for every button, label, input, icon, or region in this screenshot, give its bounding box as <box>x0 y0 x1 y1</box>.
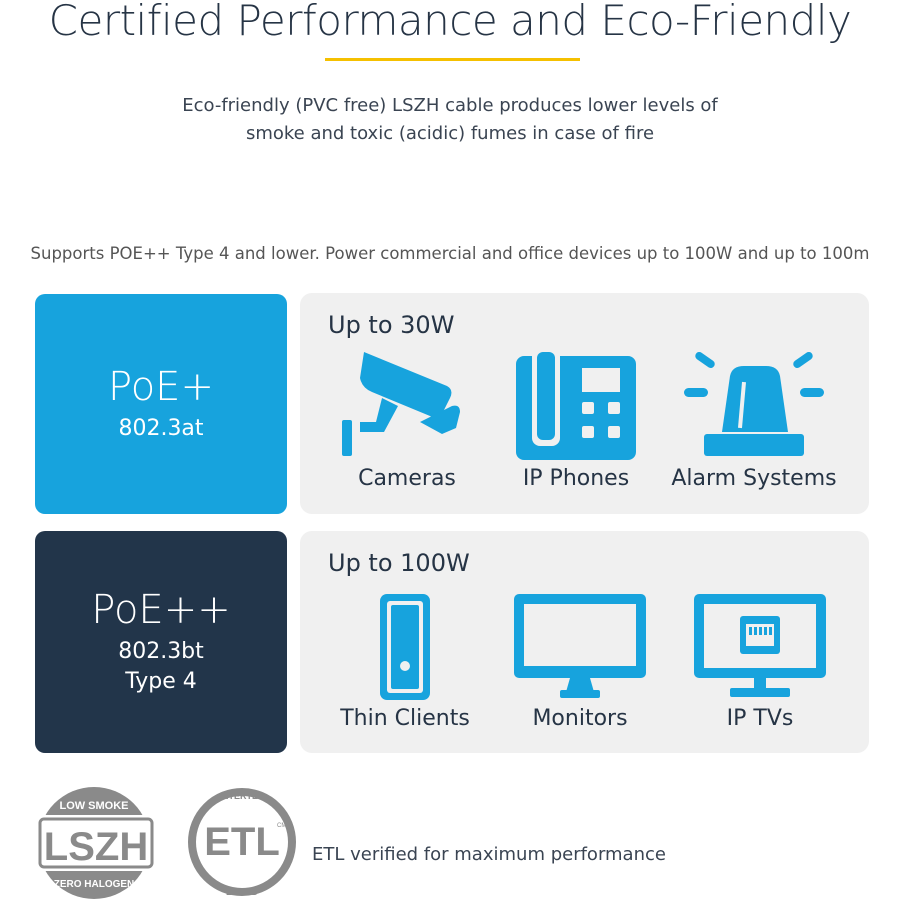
tier-type: Type 4 <box>125 669 197 694</box>
tier-name: PoE+ <box>108 364 214 410</box>
svg-text:LOW SMOKE: LOW SMOKE <box>59 800 128 812</box>
tier-poe-plus: PoE+ 802.3at <box>35 294 287 514</box>
device-thin-clients: Thin Clients <box>315 594 495 731</box>
tier-standard: 802.3at <box>118 416 204 441</box>
alarm-beacon-icon <box>684 351 824 456</box>
svg-text:ETL: ETL <box>204 820 280 864</box>
device-cameras: Cameras <box>317 348 497 491</box>
device-label: Cameras <box>358 466 456 491</box>
device-label: Thin Clients <box>340 706 470 731</box>
device-alarm-systems: Alarm Systems <box>664 348 844 491</box>
device-label: Alarm Systems <box>671 466 837 491</box>
power-label: Up to 100W <box>328 549 470 577</box>
etl-listed-logo: ETL INTERTEK LISTED CM <box>188 788 296 897</box>
devices-panel-30w: Up to 30W Cameras IP Phones <box>300 293 869 514</box>
subtitle-line: smoke and toxic (acidic) fumes in case o… <box>245 123 655 144</box>
device-label: IP Phones <box>522 466 630 491</box>
svg-text:INTERTEK: INTERTEK <box>220 791 266 801</box>
tier-poe-plus-plus: PoE++ 802.3bt Type 4 <box>35 531 287 753</box>
tier-standard: 802.3bt <box>118 639 204 664</box>
subtitle-line: Eco-friendly (PVC free) LSZH cable produ… <box>182 95 718 116</box>
device-ip-tvs: IP TVs <box>670 594 850 731</box>
subtitle: Eco-friendly (PVC free) LSZH cable produ… <box>150 92 750 148</box>
security-camera-icon <box>342 352 460 456</box>
svg-text:LSZH: LSZH <box>44 825 148 869</box>
supports-text: Supports POE++ Type 4 and lower. Power c… <box>30 244 870 263</box>
device-label: Monitors <box>532 706 628 731</box>
page-title: Certified Performance and Eco-Friendly <box>48 0 852 45</box>
device-monitors: Monitors <box>490 594 670 731</box>
ip-tv-icon <box>694 594 826 697</box>
desk-phone-icon <box>516 348 636 460</box>
title-underline <box>325 58 580 61</box>
device-label: IP TVs <box>726 706 794 731</box>
etl-caption: ETL verified for maximum performance <box>312 844 666 865</box>
devices-panel-100w: Up to 100W Thin Clients Monitors IP TV <box>300 531 869 753</box>
power-label: Up to 30W <box>328 311 455 339</box>
svg-text:ZERO HALOGEN: ZERO HALOGEN <box>54 879 135 890</box>
tier-name: PoE++ <box>91 587 231 633</box>
thin-client-icon <box>380 594 430 700</box>
svg-text:CM: CM <box>277 823 286 829</box>
device-ip-phones: IP Phones <box>486 348 666 491</box>
monitor-icon <box>514 594 646 698</box>
lszh-logo: LSZH LOW SMOKE ZERO HALOGEN <box>36 787 156 899</box>
svg-text:LISTED: LISTED <box>226 887 259 897</box>
